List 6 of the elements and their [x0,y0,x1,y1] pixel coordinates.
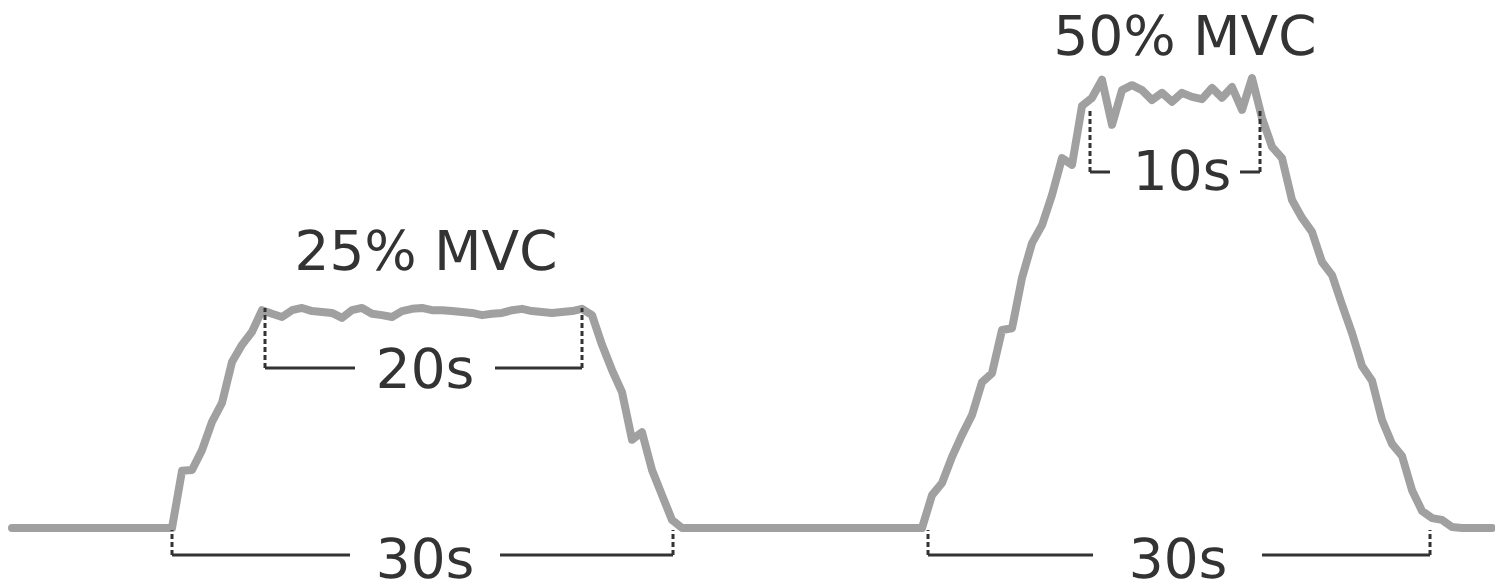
annotation: 10s [1138,149,1229,191]
annotation: 20s [379,347,472,389]
text: 30s [1132,537,1225,579]
text: 50% MVC [1057,14,1314,56]
text: 30s [379,537,472,579]
annotation: 25% MVC [298,229,555,271]
